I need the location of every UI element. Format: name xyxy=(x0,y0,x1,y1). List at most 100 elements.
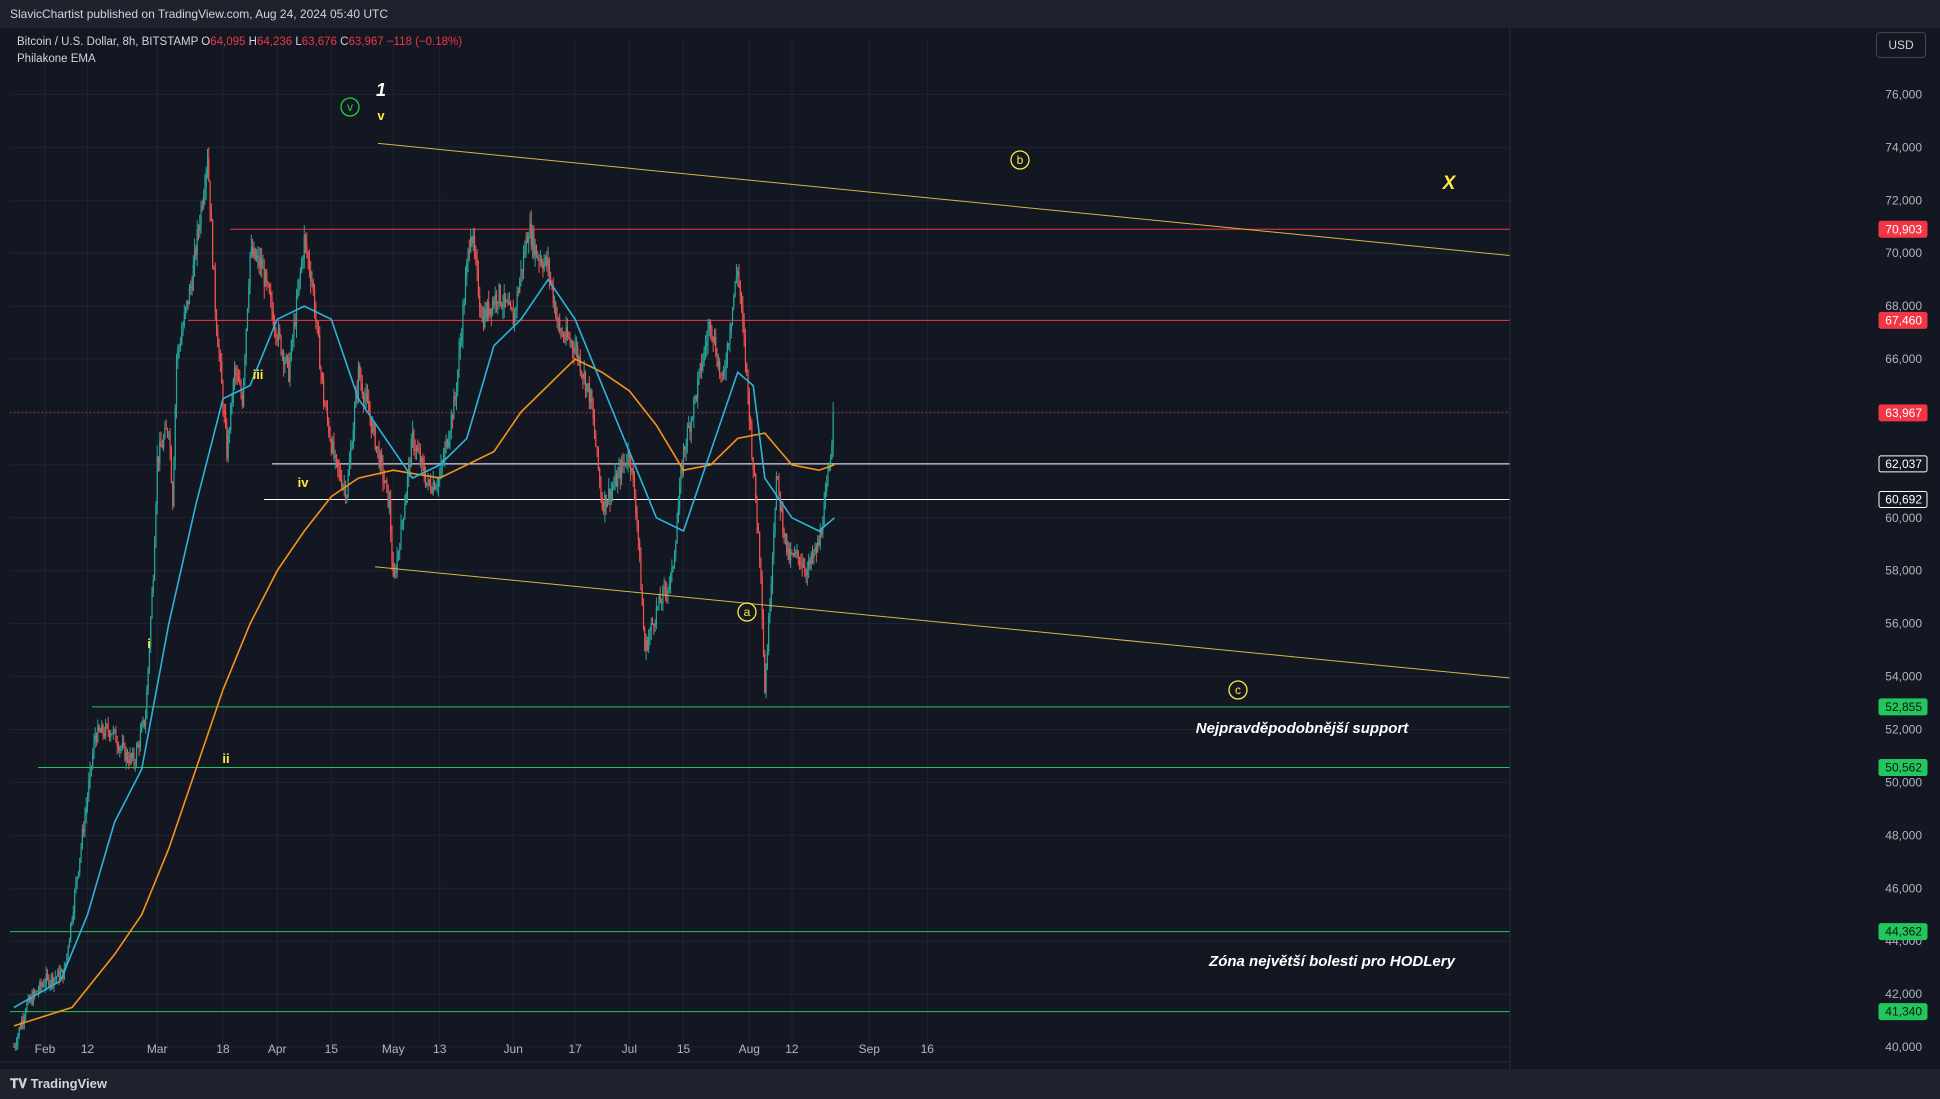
candle-body xyxy=(454,396,456,400)
x-tick-label: Jun xyxy=(504,1042,523,1056)
candle-body xyxy=(820,530,823,534)
candle-body xyxy=(811,553,814,559)
candle-body xyxy=(66,953,68,964)
candle-body xyxy=(89,767,91,781)
candle-body xyxy=(832,412,834,446)
candle-body xyxy=(121,743,123,748)
candle-body xyxy=(246,308,249,330)
candle-body xyxy=(551,281,553,286)
candle-body xyxy=(592,407,594,419)
candle-body xyxy=(706,342,708,346)
candle-body xyxy=(637,520,639,541)
candle-body xyxy=(203,196,205,207)
candle-body xyxy=(828,464,830,471)
candle-body xyxy=(169,434,171,450)
candle-body xyxy=(152,579,154,593)
candle-body xyxy=(543,261,545,270)
candle-body xyxy=(325,406,327,409)
candle-body xyxy=(231,402,233,404)
price-label-box xyxy=(1878,455,1928,473)
candle-body xyxy=(224,414,227,427)
candle-body xyxy=(399,549,401,552)
candle-body xyxy=(166,429,169,435)
candle-body xyxy=(266,272,268,283)
candle-body xyxy=(106,724,108,726)
candle-body xyxy=(311,281,313,283)
candle-body xyxy=(58,970,60,980)
candle-body xyxy=(156,456,158,505)
candle-body xyxy=(597,447,599,469)
candle-body xyxy=(423,465,425,477)
candle-body xyxy=(195,248,197,255)
price-chart[interactable]: v1viiiiviiiabcXStoplossNejpravděpodobněj… xyxy=(0,28,1940,1069)
candle-body xyxy=(707,330,709,343)
candle-body xyxy=(562,334,565,339)
y-tick-label: 48,000 xyxy=(1885,828,1922,842)
candle-body xyxy=(172,482,174,507)
candle-body xyxy=(519,280,521,293)
candle-body xyxy=(370,418,372,432)
candle-body xyxy=(628,451,630,459)
candle-body xyxy=(494,294,496,305)
candle-body xyxy=(317,323,320,336)
candle-body xyxy=(379,454,381,467)
symbol-name[interactable]: Bitcoin / U.S. Dollar, 8h, BITSTAMP xyxy=(17,36,199,48)
candle-body xyxy=(740,296,743,306)
candle-body xyxy=(444,447,446,459)
candle-body xyxy=(25,1011,27,1017)
candle-body xyxy=(101,725,103,733)
candle-body xyxy=(635,497,637,515)
candle-body xyxy=(348,462,350,476)
candle-body xyxy=(79,858,81,872)
candle-body xyxy=(253,248,255,257)
wave-label-iv: iv xyxy=(298,475,310,490)
candle-body xyxy=(239,381,241,384)
candle-body xyxy=(805,571,807,576)
candle-body xyxy=(788,548,790,561)
candle-body xyxy=(355,390,357,408)
candle-body xyxy=(685,445,687,450)
candle-body xyxy=(422,458,424,466)
candle-body xyxy=(280,335,282,354)
candle-body xyxy=(716,354,718,366)
currency-button[interactable]: USD xyxy=(1876,32,1926,58)
candle-body xyxy=(34,991,36,994)
support-note: Nejpravděpodobnější support xyxy=(1196,720,1410,737)
candle-body xyxy=(596,446,598,448)
candle-body xyxy=(577,346,579,360)
candle-body xyxy=(63,968,65,980)
candle-body xyxy=(179,344,182,347)
candle-body xyxy=(161,446,163,449)
candle-body xyxy=(615,474,618,487)
candle-body xyxy=(787,548,789,553)
candle-body xyxy=(168,434,170,436)
candle-body xyxy=(648,637,650,650)
candle-body xyxy=(143,719,145,726)
indicator-name[interactable]: Philakone EMA xyxy=(17,53,96,65)
y-tick-label: 72,000 xyxy=(1885,193,1922,207)
candle-body xyxy=(765,668,767,694)
y-tick-label: 76,000 xyxy=(1885,87,1922,101)
price-label-text: 52,855 xyxy=(1885,700,1922,714)
candle-body xyxy=(295,296,298,326)
candle-body xyxy=(222,383,224,411)
candle-body xyxy=(730,323,732,333)
candle-body xyxy=(721,374,723,376)
candle-body xyxy=(307,253,309,259)
candle-body xyxy=(608,488,610,502)
candle-body xyxy=(642,605,645,629)
candle-body xyxy=(41,985,43,987)
candle-body xyxy=(470,237,472,252)
wave-label-ii: ii xyxy=(222,751,229,766)
candle-body xyxy=(124,744,126,761)
candle-body xyxy=(261,259,263,269)
candle-body xyxy=(746,362,748,372)
candle-body xyxy=(676,522,678,543)
candle-body xyxy=(221,361,223,384)
candle-body xyxy=(114,729,116,731)
wave-label-c-ring xyxy=(1228,680,1248,700)
candle-body xyxy=(452,415,454,420)
candle-body xyxy=(424,476,427,486)
candle-body xyxy=(485,309,487,318)
candle-body xyxy=(364,397,366,403)
